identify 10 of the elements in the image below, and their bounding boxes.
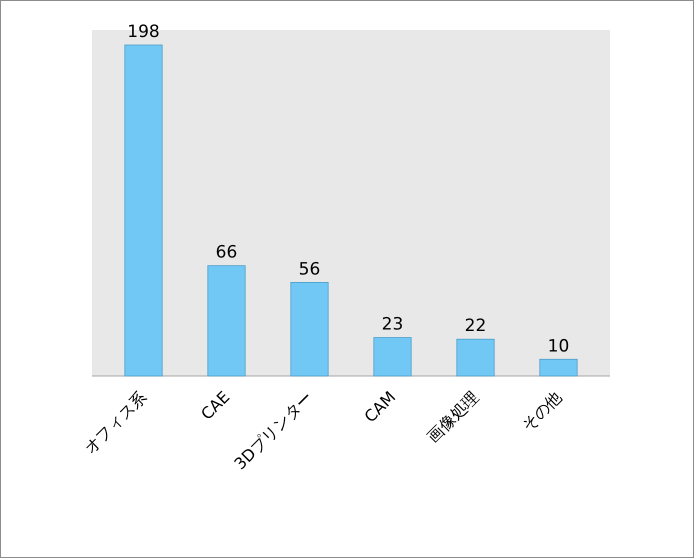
- x-tick-label: オフィス系: [80, 387, 150, 458]
- data-label: 198: [127, 22, 160, 42]
- data-label: 10: [548, 336, 570, 356]
- x-tick-label: その他: [518, 387, 566, 435]
- x-tick-label: 画像処理: [424, 387, 482, 446]
- data-label: 66: [216, 242, 238, 263]
- x-tick-label: 3Dプリンター: [230, 387, 316, 474]
- data-label: 56: [298, 259, 320, 280]
- data-label: 22: [464, 316, 486, 336]
- data-label: 23: [382, 314, 404, 335]
